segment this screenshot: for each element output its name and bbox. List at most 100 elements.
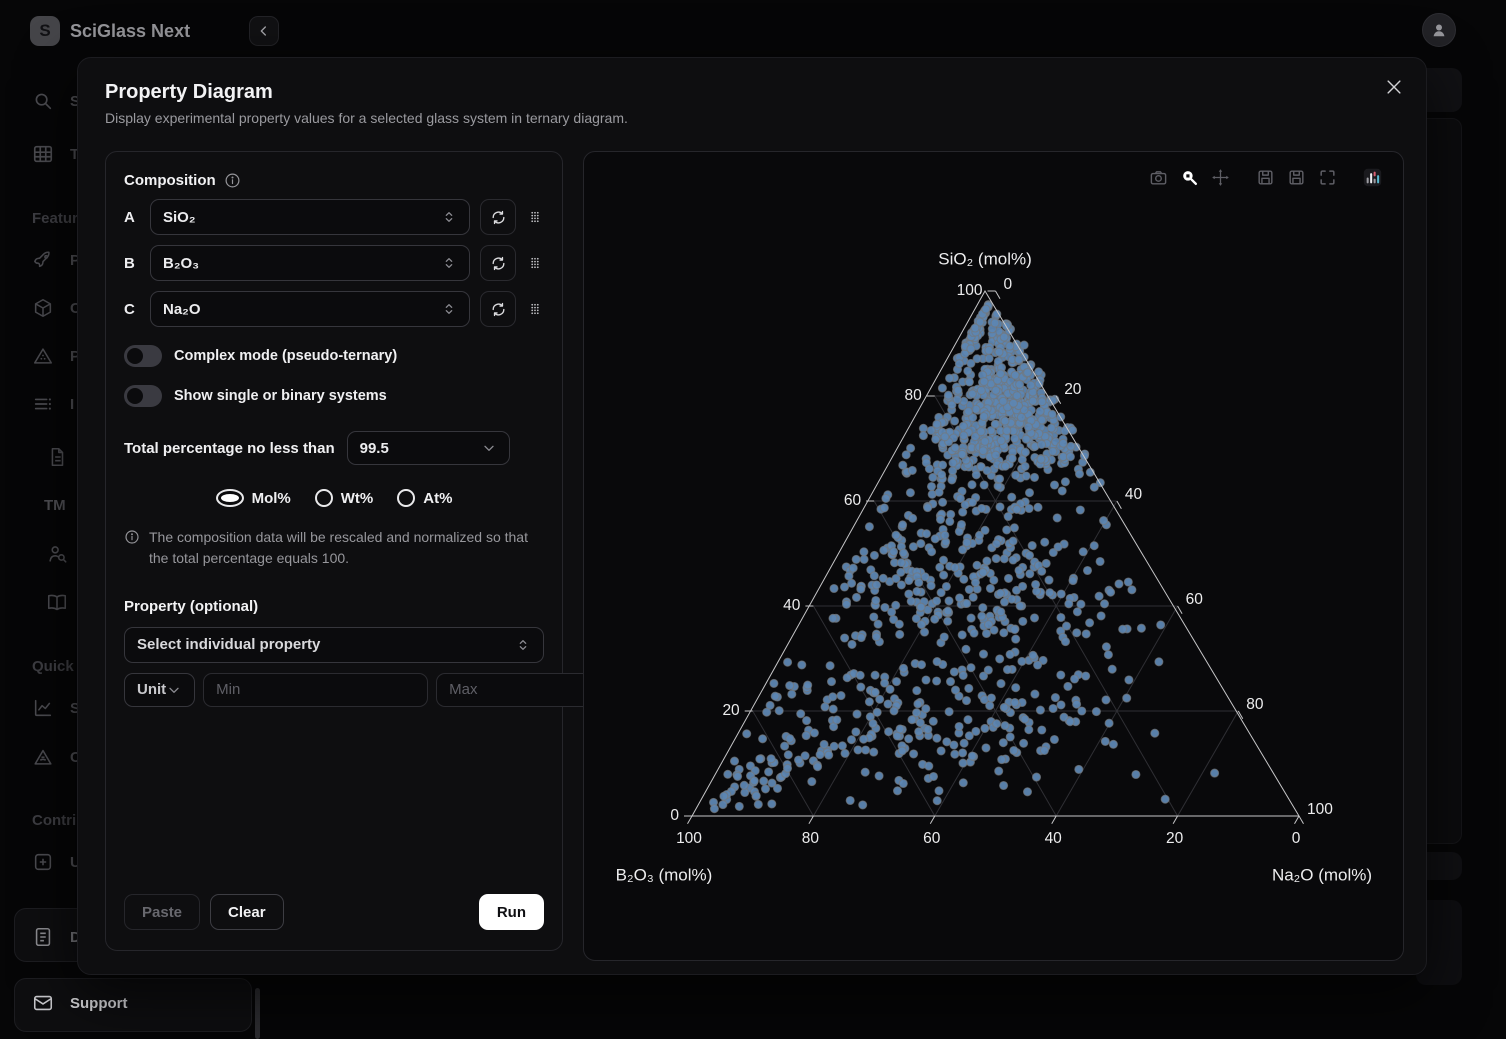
sidebar-item-cube[interactable]: C: [32, 297, 81, 319]
property-heading: Property (optional): [124, 597, 259, 615]
sidebar-item-ternary[interactable]: P: [32, 345, 80, 367]
threshold-label: Total percentage no less than: [124, 439, 335, 457]
sidebar-item-list[interactable]: I: [32, 393, 74, 415]
app-name: SciGlass Next: [70, 21, 191, 41]
sidebar-item-person-search[interactable]: [46, 543, 84, 565]
radio-at-percent[interactable]: At%: [397, 489, 452, 507]
drag-handle-icon[interactable]: [526, 298, 544, 320]
svg-text:0: 0: [1292, 830, 1301, 847]
clear-button[interactable]: Clear: [210, 894, 284, 930]
complex-mode-label: Complex mode (pseudo-ternary): [174, 348, 398, 364]
save-icon[interactable]: [1254, 166, 1276, 188]
form-footer: Paste Clear Run: [124, 894, 544, 930]
sidebar-item-tm[interactable]: TM: [44, 497, 66, 514]
run-button[interactable]: Run: [478, 894, 544, 930]
plus-square-icon: [32, 851, 54, 873]
swap-component-c-button[interactable]: [480, 291, 516, 327]
svg-text:20: 20: [722, 702, 740, 719]
svg-text:100: 100: [957, 282, 983, 299]
zoom-icon[interactable]: [1178, 166, 1200, 188]
chevron-left-icon: [256, 23, 272, 39]
sidebar-heading-contribute: Contri: [32, 812, 77, 829]
refresh-icon: [490, 209, 507, 226]
unit-min-max-row: Unit: [124, 672, 689, 707]
swap-component-b-button[interactable]: [480, 245, 516, 281]
person-icon: [1429, 20, 1449, 40]
svg-text:60: 60: [923, 830, 941, 847]
svg-text:SiO₂ (mol%): SiO₂ (mol%): [938, 249, 1032, 268]
note-text: The composition data will be rescaled an…: [149, 529, 528, 567]
composition-row-a: A SiO₂: [124, 199, 544, 235]
paste-button[interactable]: Paste: [124, 894, 201, 930]
sidebar-item-book[interactable]: [46, 591, 84, 613]
sidebar-collapse-button[interactable]: [249, 16, 279, 46]
svg-text:80: 80: [905, 387, 923, 404]
rocket-icon: [32, 249, 54, 271]
chevron-updown-icon: [441, 301, 457, 317]
component-b-select[interactable]: B₂O₃: [150, 245, 470, 281]
cone-rings-icon: [32, 746, 54, 768]
radio-circle: [215, 489, 244, 507]
threshold-select[interactable]: 99.5: [346, 431, 510, 465]
svg-text:Na₂O (mol%): Na₂O (mol%): [1272, 865, 1372, 884]
swap-component-a-button[interactable]: [480, 199, 516, 235]
component-key-a: A: [124, 208, 135, 226]
sidebar-item-docs[interactable]: D: [32, 926, 81, 948]
chevron-updown-icon: [515, 637, 531, 653]
drag-handle-icon[interactable]: [526, 206, 544, 228]
unit-select[interactable]: Unit: [124, 672, 196, 707]
sidebar-item-table[interactable]: T: [32, 143, 79, 165]
close-icon[interactable]: [1384, 77, 1404, 97]
sidebar-scrollbar[interactable]: [255, 988, 260, 1039]
component-c-select[interactable]: Na₂O: [150, 291, 470, 327]
sidebar-item-rocket[interactable]: P: [32, 249, 80, 271]
normalization-note: The composition data will be rescaled an…: [124, 527, 544, 570]
component-a-value: SiO₂: [163, 208, 196, 226]
composition-row-b: B B₂O₃: [124, 245, 544, 281]
component-key-b: B: [124, 254, 135, 272]
min-input[interactable]: [203, 672, 429, 707]
property-diagram-modal: Property Diagram Display experimental pr…: [77, 57, 1427, 975]
svg-text:0: 0: [1004, 276, 1013, 293]
sidebar-item-chart[interactable]: S: [32, 697, 80, 719]
chart-line-icon: [32, 697, 54, 719]
plot-modebar: [1147, 166, 1383, 188]
chevron-down-icon: [481, 440, 497, 456]
complex-mode-row: Complex mode (pseudo-ternary): [124, 345, 544, 367]
plotly-logo[interactable]: [1361, 166, 1383, 188]
sidebar-item-support[interactable]: Support: [32, 992, 128, 1014]
ternary-triangle-icon: [32, 345, 54, 367]
component-a-select[interactable]: SiO₂: [150, 199, 470, 235]
radio-wt-percent[interactable]: Wt%: [314, 489, 373, 507]
sidebar-item-search[interactable]: S: [32, 90, 80, 112]
sidebar-heading-quick: Quick: [32, 658, 74, 675]
composition-row-c: C Na₂O: [124, 291, 544, 327]
save-as-icon[interactable]: [1285, 166, 1307, 188]
svg-text:100: 100: [1307, 801, 1333, 818]
single-binary-row: Show single or binary systems: [124, 385, 544, 407]
ternary-chart-panel: 0 20 40 60 80 100 0 20 40 60 80 100 0 20 40 60 80 100 SiO₂…: [583, 151, 1404, 961]
chevron-updown-icon: [441, 255, 457, 271]
radio-circle: [314, 489, 333, 507]
camera-icon[interactable]: [1147, 166, 1169, 188]
pan-icon[interactable]: [1209, 166, 1231, 188]
threshold-value: 99.5: [359, 439, 389, 457]
cube-icon: [32, 297, 54, 319]
fullscreen-icon[interactable]: [1316, 166, 1338, 188]
sidebar-item-upload[interactable]: U: [32, 851, 81, 873]
complex-mode-toggle[interactable]: [124, 345, 162, 367]
single-binary-toggle[interactable]: [124, 385, 162, 407]
sidebar-item-cone[interactable]: C: [32, 746, 81, 768]
property-select[interactable]: Select individual property: [124, 626, 544, 663]
user-avatar[interactable]: [1422, 13, 1456, 47]
info-icon[interactable]: [224, 172, 241, 189]
component-c-value: Na₂O: [163, 300, 201, 318]
ternary-plot[interactable]: 0 20 40 60 80 100 0 20 40 60 80 100 0 20 40 60 80 100 SiO₂…: [584, 152, 1404, 961]
svg-text:0: 0: [670, 807, 679, 824]
sidebar-support-row-box: [14, 978, 252, 1032]
radio-mol-percent[interactable]: Mol%: [215, 489, 291, 507]
svg-text:20: 20: [1064, 381, 1082, 398]
drag-handle-icon[interactable]: [526, 252, 544, 274]
sidebar-item-document[interactable]: [46, 446, 84, 468]
